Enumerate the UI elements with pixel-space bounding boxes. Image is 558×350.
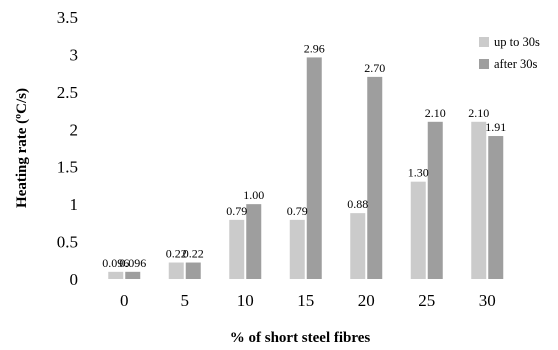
bar (108, 271, 124, 279)
bar-value-label: 2.70 (364, 61, 385, 75)
y-tick-label: 2.5 (57, 83, 78, 102)
bar (168, 262, 184, 279)
x-tick-label: 30 (479, 291, 496, 310)
bar (229, 219, 245, 279)
bar-value-label: 0.22 (183, 247, 204, 261)
y-tick-label: 0.5 (57, 233, 78, 252)
bar-value-label: 2.10 (425, 106, 446, 120)
bar (246, 204, 262, 279)
y-axis-title: Heating rate (ºC/s) (14, 88, 30, 208)
bar-value-label: 1.30 (408, 166, 429, 180)
bar-value-label: 1.91 (485, 120, 506, 134)
bar (185, 262, 201, 279)
y-tick-label: 3 (70, 45, 79, 64)
y-tick-label: 0 (70, 270, 79, 289)
legend-swatch (479, 59, 489, 69)
x-axis-title: % of short steel fibres (230, 330, 371, 346)
bar (350, 213, 366, 279)
legend-label: after 30s (494, 57, 538, 71)
x-tick-label: 25 (418, 291, 435, 310)
x-tick-label: 5 (181, 291, 190, 310)
bar (289, 219, 305, 279)
x-tick-label: 10 (237, 291, 254, 310)
bar-value-label: 1.00 (243, 188, 264, 202)
x-axis: 0 5 10 15 20 25 30 (120, 291, 496, 310)
bar-value-label: 0.096 (119, 256, 146, 270)
bar-value-label: 2.96 (304, 41, 325, 55)
bar-value-label: 0.79 (226, 204, 247, 218)
x-tick-label: 0 (120, 291, 129, 310)
legend-label: up to 30s (494, 35, 540, 49)
bar-value-label: 0.79 (287, 204, 308, 218)
bar (125, 271, 141, 279)
y-tick-label: 1 (70, 195, 79, 214)
bar-value-label: 0.22 (166, 247, 187, 261)
y-tick-label: 1.5 (57, 158, 78, 177)
bar (427, 121, 443, 279)
legend: up to 30s after 30s (479, 35, 540, 71)
bar-value-label: 0.096 (102, 256, 129, 270)
bar (306, 57, 322, 280)
bars (108, 57, 504, 280)
y-tick-label: 2 (70, 120, 79, 139)
bar (367, 76, 383, 279)
bar-value-label: 2.10 (468, 106, 489, 120)
legend-swatch (479, 37, 489, 47)
bar (410, 181, 426, 279)
x-tick-label: 15 (297, 291, 314, 310)
y-tick-label: 3.5 (57, 8, 78, 27)
x-tick-label: 20 (358, 291, 375, 310)
bar-value-label: 0.88 (347, 197, 368, 211)
bar (488, 136, 504, 279)
y-axis: 0 0.5 1 1.5 2 2.5 3 3.5 (57, 8, 78, 289)
bar (471, 121, 487, 279)
